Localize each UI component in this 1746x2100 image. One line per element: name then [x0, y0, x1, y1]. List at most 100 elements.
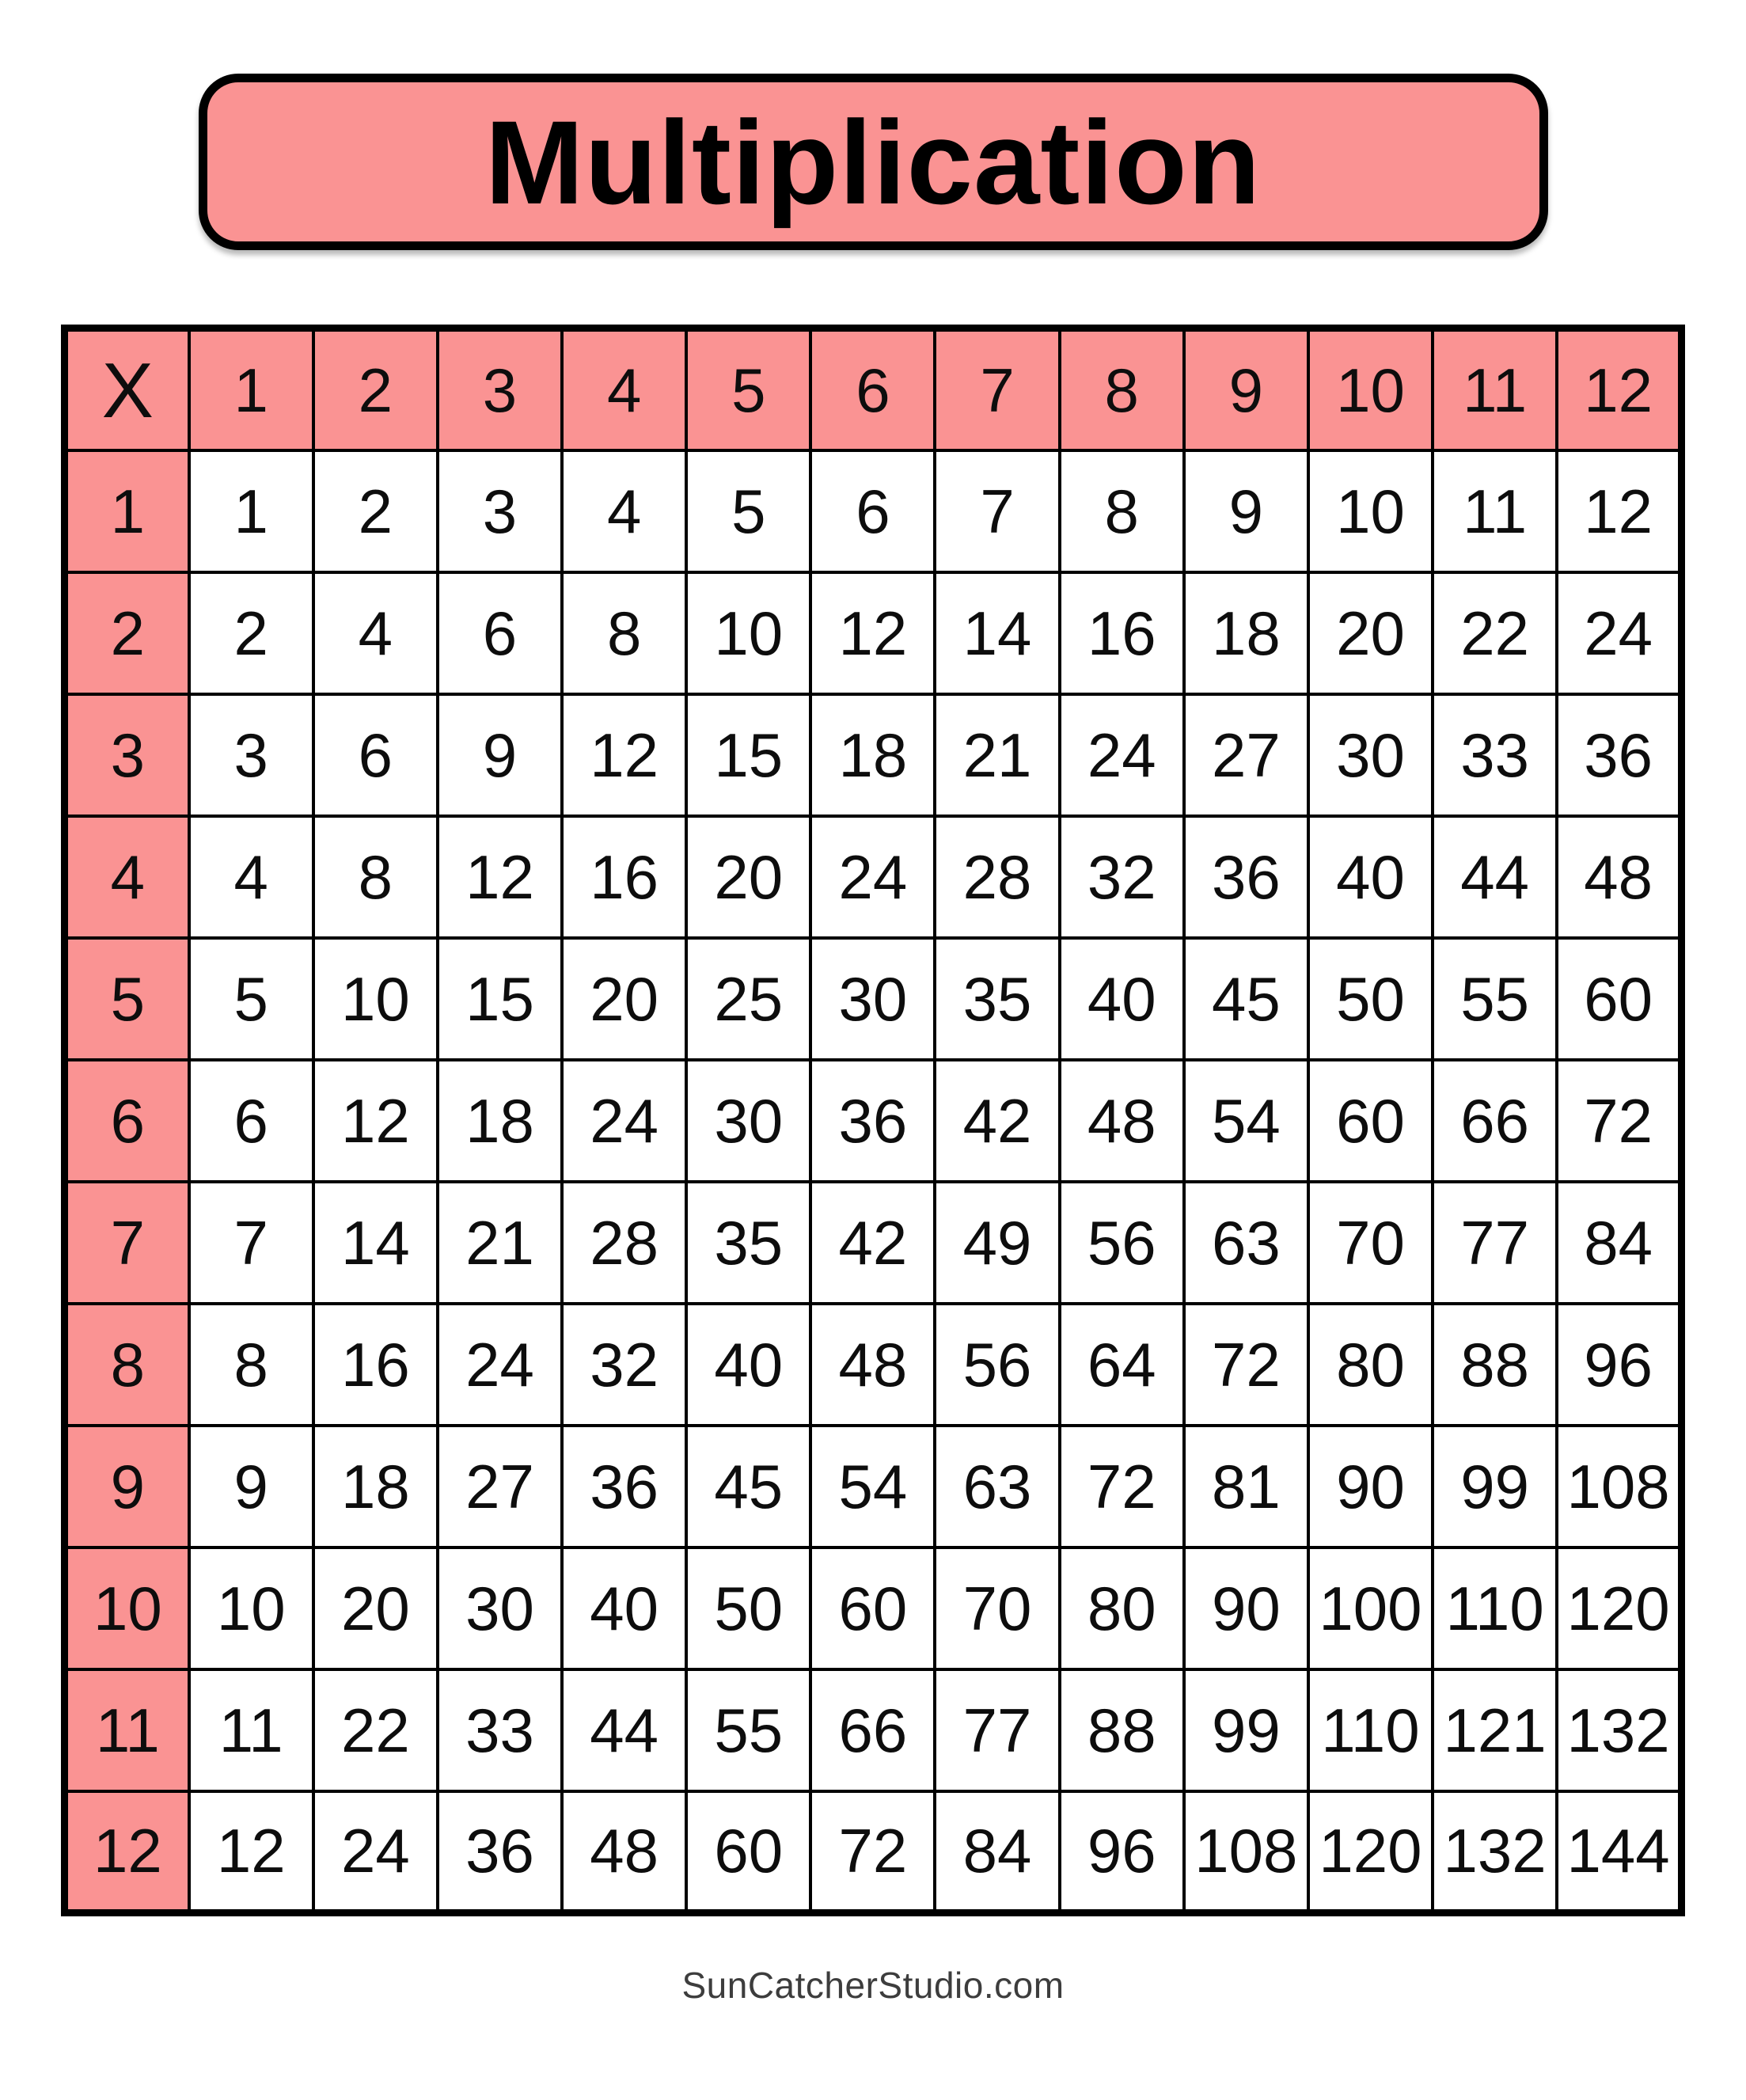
product-cell: 64 — [1057, 1301, 1186, 1427]
product-cell: 60 — [1306, 1058, 1435, 1183]
product-cell: 28 — [560, 1179, 689, 1305]
product-cell: 72 — [1057, 1423, 1186, 1549]
product-cell: 4 — [560, 448, 689, 574]
product-cell: 12 — [311, 1058, 439, 1183]
product-cell: 36 — [560, 1423, 689, 1549]
product-cell: 36 — [435, 1789, 564, 1915]
row-header-cell: 5 — [63, 936, 191, 1061]
product-cell: 99 — [1182, 1667, 1310, 1793]
product-cell: 80 — [1057, 1545, 1186, 1671]
product-cell: 24 — [809, 814, 937, 940]
product-cell: 4 — [311, 570, 439, 696]
product-cell: 44 — [1431, 814, 1559, 940]
table-row: 4 4 8 12 16 20 24 28 32 36 40 44 48 — [63, 814, 1683, 940]
product-cell: 70 — [1306, 1179, 1435, 1305]
product-cell: 3 — [435, 448, 564, 574]
product-cell: 77 — [1431, 1179, 1559, 1305]
product-cell: 12 — [809, 570, 937, 696]
column-header-cell: 6 — [809, 326, 937, 452]
column-header-cell: 10 — [1306, 326, 1435, 452]
product-cell: 49 — [933, 1179, 1061, 1305]
product-cell: 22 — [1431, 570, 1559, 696]
table-row: 5 5 10 15 20 25 30 35 40 45 50 55 60 — [63, 936, 1683, 1061]
product-cell: 2 — [311, 448, 439, 574]
product-cell: 42 — [809, 1179, 937, 1305]
row-header-cell: 12 — [63, 1789, 191, 1915]
product-cell: 45 — [1182, 936, 1310, 1061]
product-cell: 6 — [311, 692, 439, 818]
product-cell: 48 — [560, 1789, 689, 1915]
product-cell: 24 — [311, 1789, 439, 1915]
column-header-cell: 3 — [435, 326, 564, 452]
product-cell: 20 — [560, 936, 689, 1061]
product-cell: 35 — [933, 936, 1061, 1061]
product-cell: 45 — [685, 1423, 813, 1549]
product-cell: 90 — [1306, 1423, 1435, 1549]
product-cell: 16 — [560, 814, 689, 940]
product-cell: 50 — [685, 1545, 813, 1671]
product-cell: 44 — [560, 1667, 689, 1793]
table-body: 1 1 2 3 4 5 6 7 8 9 10 11 12 2 2 4 6 8 10 12 14 16 18 20 22 24 3 3 6… — [63, 448, 1683, 1915]
column-header-cell: 5 — [685, 326, 813, 452]
product-cell: 18 — [435, 1058, 564, 1183]
product-cell: 11 — [1431, 448, 1559, 574]
product-cell: 121 — [1431, 1667, 1559, 1793]
footer-credit: SunCatcherStudio.com — [681, 1965, 1065, 2006]
product-cell: 28 — [933, 814, 1061, 940]
product-cell: 144 — [1555, 1789, 1683, 1915]
product-cell: 32 — [1057, 814, 1186, 940]
product-cell: 81 — [1182, 1423, 1310, 1549]
page-title: Multiplication — [484, 95, 1262, 229]
row-header-cell: 11 — [63, 1667, 191, 1793]
row-header-cell: 2 — [63, 570, 191, 696]
product-cell: 72 — [1555, 1058, 1683, 1183]
product-cell: 84 — [933, 1789, 1061, 1915]
product-cell: 42 — [933, 1058, 1061, 1183]
product-cell: 120 — [1555, 1545, 1683, 1671]
table-row: 3 3 6 9 12 15 18 21 24 27 30 33 36 — [63, 692, 1683, 818]
product-cell: 11 — [187, 1667, 315, 1793]
product-cell: 6 — [809, 448, 937, 574]
column-header-cell: 4 — [560, 326, 689, 452]
product-cell: 2 — [187, 570, 315, 696]
product-cell: 22 — [311, 1667, 439, 1793]
product-cell: 18 — [1182, 570, 1310, 696]
product-cell: 18 — [311, 1423, 439, 1549]
product-cell: 12 — [187, 1789, 315, 1915]
product-cell: 12 — [1555, 448, 1683, 574]
product-cell: 24 — [435, 1301, 564, 1427]
product-cell: 21 — [435, 1179, 564, 1305]
product-cell: 56 — [1057, 1179, 1186, 1305]
product-cell: 54 — [809, 1423, 937, 1549]
product-cell: 96 — [1555, 1301, 1683, 1427]
product-cell: 12 — [560, 692, 689, 818]
table-row: 11 11 22 33 44 55 66 77 88 99 110 121 132 — [63, 1667, 1683, 1793]
column-header-cell: 2 — [311, 326, 439, 452]
product-cell: 50 — [1306, 936, 1435, 1061]
product-cell: 24 — [1057, 692, 1186, 818]
product-cell: 33 — [1431, 692, 1559, 818]
product-cell: 30 — [685, 1058, 813, 1183]
product-cell: 72 — [1182, 1301, 1310, 1427]
product-cell: 6 — [187, 1058, 315, 1183]
product-cell: 66 — [809, 1667, 937, 1793]
product-cell: 7 — [187, 1179, 315, 1305]
product-cell: 27 — [1182, 692, 1310, 818]
product-cell: 63 — [933, 1423, 1061, 1549]
product-cell: 56 — [933, 1301, 1061, 1427]
product-cell: 30 — [809, 936, 937, 1061]
product-cell: 6 — [435, 570, 564, 696]
product-cell: 48 — [809, 1301, 937, 1427]
product-cell: 132 — [1555, 1667, 1683, 1793]
column-header-cell: 1 — [187, 326, 315, 452]
product-cell: 20 — [1306, 570, 1435, 696]
product-cell: 8 — [187, 1301, 315, 1427]
corner-cell: X — [63, 326, 191, 452]
row-header-cell: 4 — [63, 814, 191, 940]
table-row: 1 1 2 3 4 5 6 7 8 9 10 11 12 — [63, 448, 1683, 574]
column-header-cell: 11 — [1431, 326, 1559, 452]
product-cell: 77 — [933, 1667, 1061, 1793]
product-cell: 1 — [187, 448, 315, 574]
header-row: X 1 2 3 4 5 6 7 8 9 10 11 12 — [63, 326, 1683, 452]
row-header-cell: 3 — [63, 692, 191, 818]
